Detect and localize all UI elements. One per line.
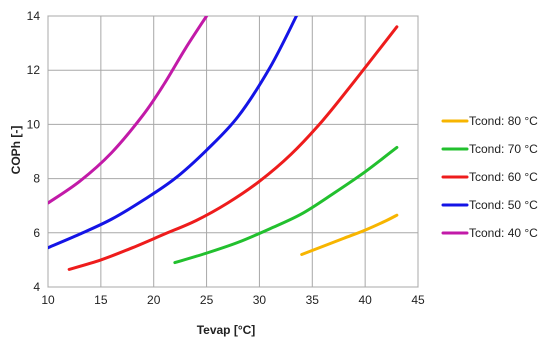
y-tick-labels: 4 6 8 10 12 14 <box>27 9 41 294</box>
legend-label-tcond-60-c: Tcond: 60 °C <box>469 170 538 184</box>
x-axis-title: Tevap [°C] <box>197 323 256 337</box>
x-tick-label-1: 15 <box>94 293 108 307</box>
series-line-tcond-80-c <box>300 213 399 256</box>
y-tick-label-0: 4 <box>33 280 40 294</box>
y-tick-label-5: 14 <box>27 9 41 23</box>
grid-lines <box>47 15 419 288</box>
legend: Tcond: 80 °C Tcond: 70 °C Tcond: 60 °C Tcon… <box>441 114 538 240</box>
y-axis-title: COPh [-] <box>9 126 23 175</box>
x-tick-label-0: 10 <box>41 293 55 307</box>
x-tick-label-3: 25 <box>200 293 214 307</box>
x-tick-label-7: 45 <box>411 293 425 307</box>
series-lines <box>48 16 399 271</box>
series-line-tcond-60-c <box>67 25 399 271</box>
x-tick-labels: 10 15 20 25 30 35 40 45 <box>41 293 425 307</box>
series-line-tcond-40-c <box>48 16 209 205</box>
y-tick-label-1: 6 <box>33 226 40 240</box>
legend-label-tcond-70-c: Tcond: 70 °C <box>469 142 538 156</box>
series-line-tcond-70-c <box>173 145 399 265</box>
legend-label-tcond-80-c: Tcond: 80 °C <box>469 114 538 128</box>
y-tick-label-2: 8 <box>33 172 40 186</box>
legend-label-tcond-40-c: Tcond: 40 °C <box>469 226 538 240</box>
plot-area <box>47 15 419 288</box>
y-tick-label-3: 10 <box>27 117 41 131</box>
series-line-tcond-50-c <box>48 16 298 250</box>
x-tick-label-5: 35 <box>306 293 320 307</box>
y-tick-label-4: 12 <box>27 63 41 77</box>
x-tick-label-2: 20 <box>147 293 161 307</box>
x-tick-label-4: 30 <box>253 293 267 307</box>
plot-frame <box>47 15 419 288</box>
legend-label-tcond-50-c: Tcond: 50 °C <box>469 198 538 212</box>
x-tick-label-6: 40 <box>358 293 372 307</box>
